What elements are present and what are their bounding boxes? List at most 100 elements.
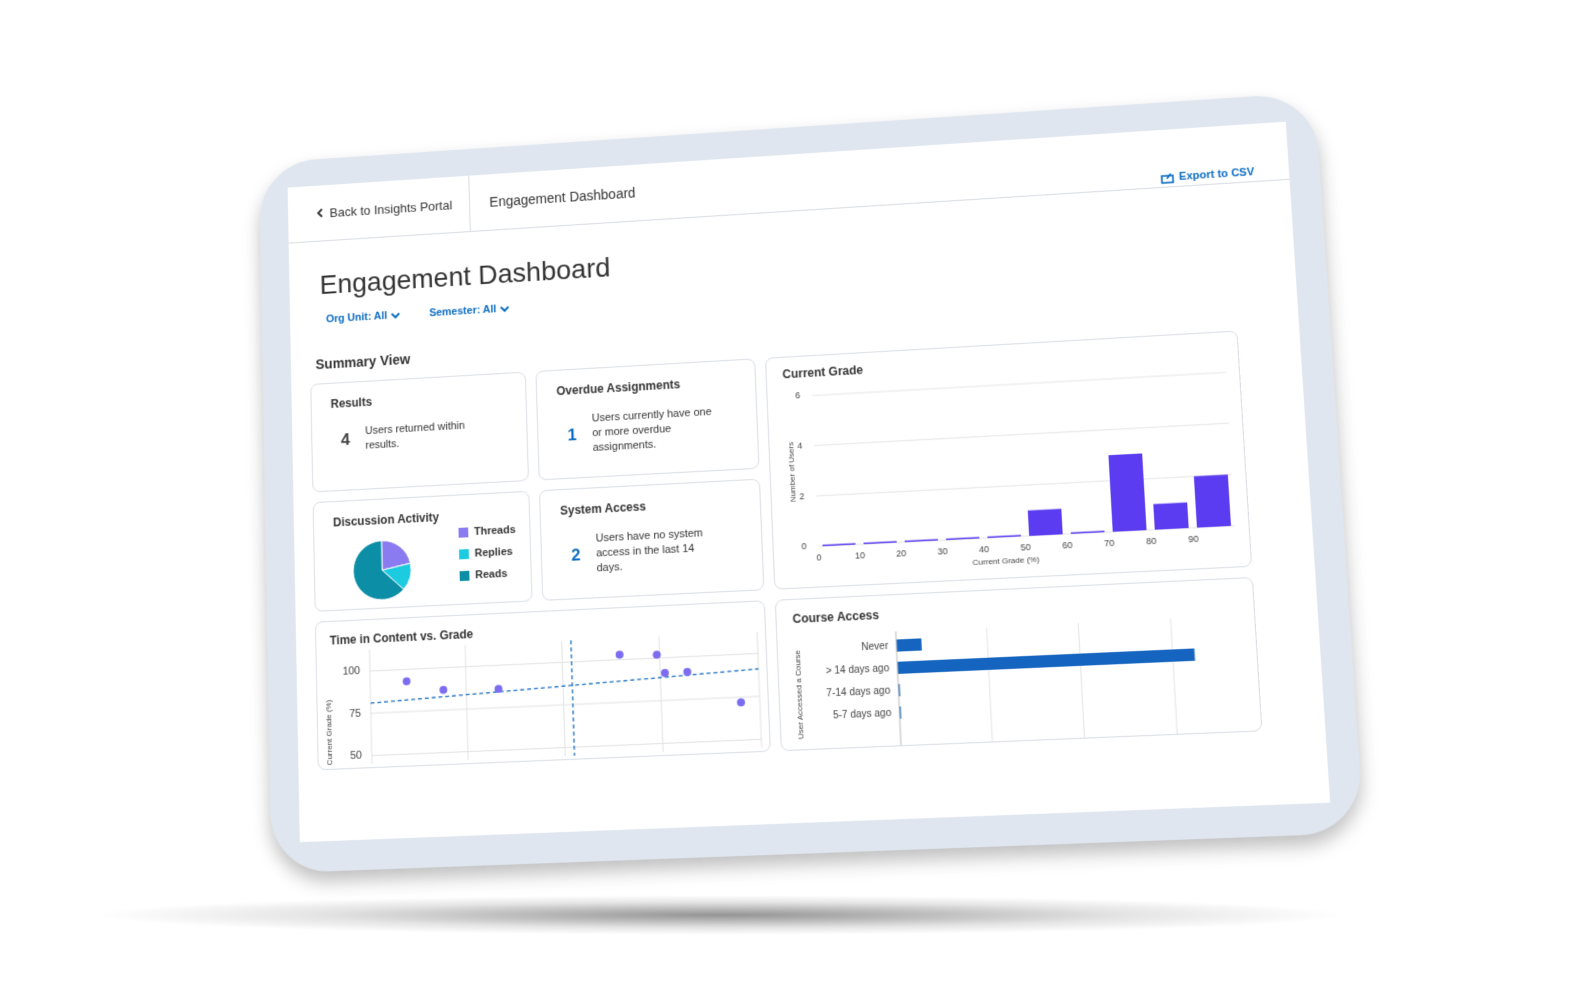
legend-label: Reads [475,567,508,582]
legend-swatch [459,549,469,560]
y-tick-label: 5-7 days ago [833,707,892,721]
stat: 2 Users have no system access in the last… [571,523,763,577]
x-tick-label: 30 [937,546,948,557]
results-card: Results 4 Users returned within results. [310,371,529,493]
hbar-chart: Course Access Never > 14 days ago 7-14 days… [792,609,1196,751]
v-grid-line [369,650,372,764]
chevron [500,305,510,312]
screen: Back to Insights Portal Engagement Dashb… [287,121,1331,843]
bar [1193,474,1232,528]
bar [896,638,922,652]
course-access-card: Course Access Never > 14 days ago 7-14 days… [774,576,1263,752]
x-tick-label: 20 [896,548,907,559]
export-link[interactable]: Export to CSV [1160,166,1255,184]
v-grid-line [1078,623,1084,738]
filter[interactable]: Org Unit: All [326,309,401,325]
point [402,677,411,686]
y-tick-label: 75 [349,707,361,720]
v-grid-line [757,632,762,748]
dashboard-grid: Results 4 Users returned within results. … [310,327,1325,771]
trend-line [370,669,759,703]
chart-title: Time in Content vs. Grade [330,628,474,648]
v-grid-line [465,645,468,760]
back-chevron [316,208,324,218]
legend-swatch [459,570,470,582]
v-grid-line [562,641,566,756]
pie-slice [382,563,412,590]
x-tick-label: 0 [816,552,822,563]
filter[interactable]: Semester: All [429,303,510,319]
mean-line [571,640,575,755]
grid-line [812,372,1226,395]
stat-value: 4 [340,430,351,450]
y-tick-label: 100 [342,665,360,678]
overdue-card: Overdue Assignments 1 Users currently hav… [535,358,760,481]
current-grade-card: Current Grade 0 2 4 6 0 10 20 30 40 50 60 70 80 90 Curr… [764,330,1253,590]
grid-line [372,739,762,755]
x-axis-label: Current Grade (%) [972,555,1040,568]
x-tick-label: 80 [1146,536,1157,547]
stat: 4 Users returned within results. [341,415,527,454]
pie-slice [353,540,404,601]
legend-item: Replies [459,546,516,561]
stat-text: Users have no system access in the last … [595,527,704,575]
tablet: Back to Insights Portal Engagement Dashb… [259,92,1364,874]
x-tick-label: 60 [1062,540,1073,551]
grid-line [370,653,758,671]
export-text: Export to CSV [1178,166,1255,183]
pie-slice [381,539,410,570]
x-tick-label: 70 [1104,538,1115,549]
point [439,685,448,694]
y-tick-label: 50 [350,750,362,763]
stat-text: Users returned within results. [364,419,465,452]
v-grid-line [987,627,993,741]
breadcrumb: Engagement Dashboard [489,184,636,210]
card-title: System Access [559,499,647,518]
bar [897,648,1196,674]
point [615,650,624,659]
bar [1108,453,1147,532]
legend-item: Reads [459,567,517,582]
pie-chart [333,527,450,611]
export-icon [1160,171,1174,184]
y-tick-label: Never [861,640,889,653]
bar [1153,502,1189,530]
x-tick-label: 50 [1020,542,1031,553]
grid-line [371,696,760,713]
y-axis-label: User Accessed a Course [793,650,806,739]
grid-line [816,474,1232,496]
point [660,668,670,678]
stat-text: Users currently have one or more overdue… [591,406,712,454]
point [683,667,692,677]
y-tick-label: 7-14 days ago [826,685,891,699]
chart-title: Current Grade [782,364,864,382]
point [652,650,661,659]
stat: 1 Users currently have one or more overdu… [567,403,758,458]
back-link[interactable]: Back to Insights Portal [287,175,472,243]
y-tick-label: 4 [797,440,803,450]
card-title: Overdue Assignments [556,377,681,399]
x-tick-label: 10 [855,550,866,561]
filter-text: Org Unit: All [325,310,388,326]
card-title: Results [330,394,373,411]
discussion-card: Discussion Activity Threads Replies Reads [312,490,533,612]
v-grid-line [1170,619,1177,734]
legend-label: Replies [474,545,513,560]
y-tick-label: 6 [795,390,801,400]
stat-value: 1 [567,424,578,445]
bar [1027,508,1063,536]
filter-text: Semester: All [429,303,497,320]
stat-value: 2 [570,544,581,565]
x-tick-label: 90 [1188,534,1199,545]
y-tick-label: 0 [801,541,807,552]
chevron [391,312,401,319]
legend-item: Threads [458,524,516,539]
time-grade-card: Time in Content vs. Grade 50 75 100 Current … [314,600,771,771]
legend-label: Threads [473,524,516,538]
system-access-card: System Access 2 Users have no system acce… [538,478,765,601]
x-tick-label: 40 [979,544,990,555]
legend-swatch [458,527,469,538]
legend: Threads Replies Reads [458,524,517,592]
